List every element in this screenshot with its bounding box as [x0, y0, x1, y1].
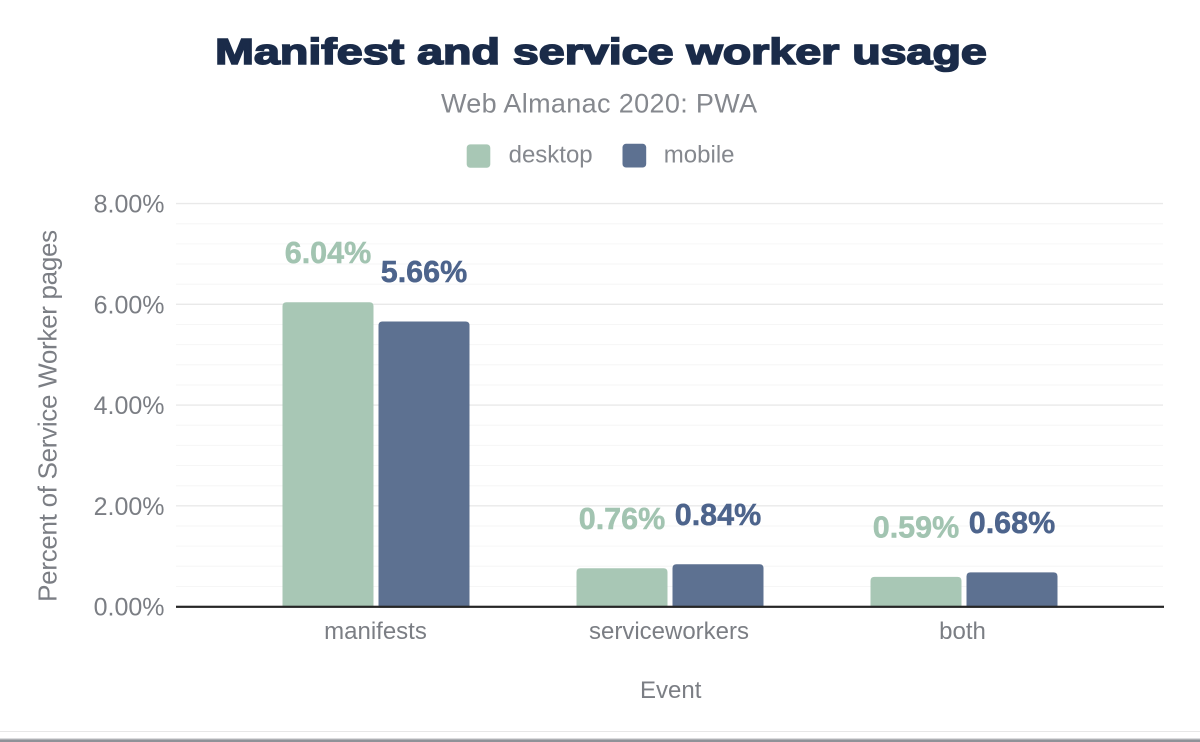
svg-text:Event: Event	[640, 677, 702, 704]
svg-text:Percent of Service Worker page: Percent of Service Worker pages	[33, 230, 63, 602]
svg-text:0.84%: 0.84%	[675, 498, 761, 532]
svg-text:Manifest and service worker us: Manifest and service worker usage	[215, 31, 987, 72]
svg-text:both: both	[939, 618, 986, 645]
svg-text:0.59%: 0.59%	[873, 510, 959, 544]
svg-text:6.04%: 6.04%	[285, 236, 371, 270]
svg-text:0.00%: 0.00%	[94, 594, 165, 622]
svg-text:mobile: mobile	[664, 141, 735, 168]
svg-text:6.00%: 6.00%	[94, 291, 165, 319]
svg-text:serviceworkers: serviceworkers	[589, 618, 749, 645]
svg-text:manifests: manifests	[324, 618, 427, 645]
svg-text:Web Almanac 2020: PWA: Web Almanac 2020: PWA	[441, 89, 758, 119]
svg-text:4.00%: 4.00%	[94, 392, 165, 420]
svg-text:5.66%: 5.66%	[381, 255, 467, 289]
svg-text:2.00%: 2.00%	[94, 493, 165, 521]
svg-text:desktop: desktop	[509, 141, 593, 168]
svg-text:0.76%: 0.76%	[579, 502, 665, 536]
svg-text:8.00%: 8.00%	[94, 191, 165, 219]
svg-text:0.68%: 0.68%	[969, 506, 1055, 540]
